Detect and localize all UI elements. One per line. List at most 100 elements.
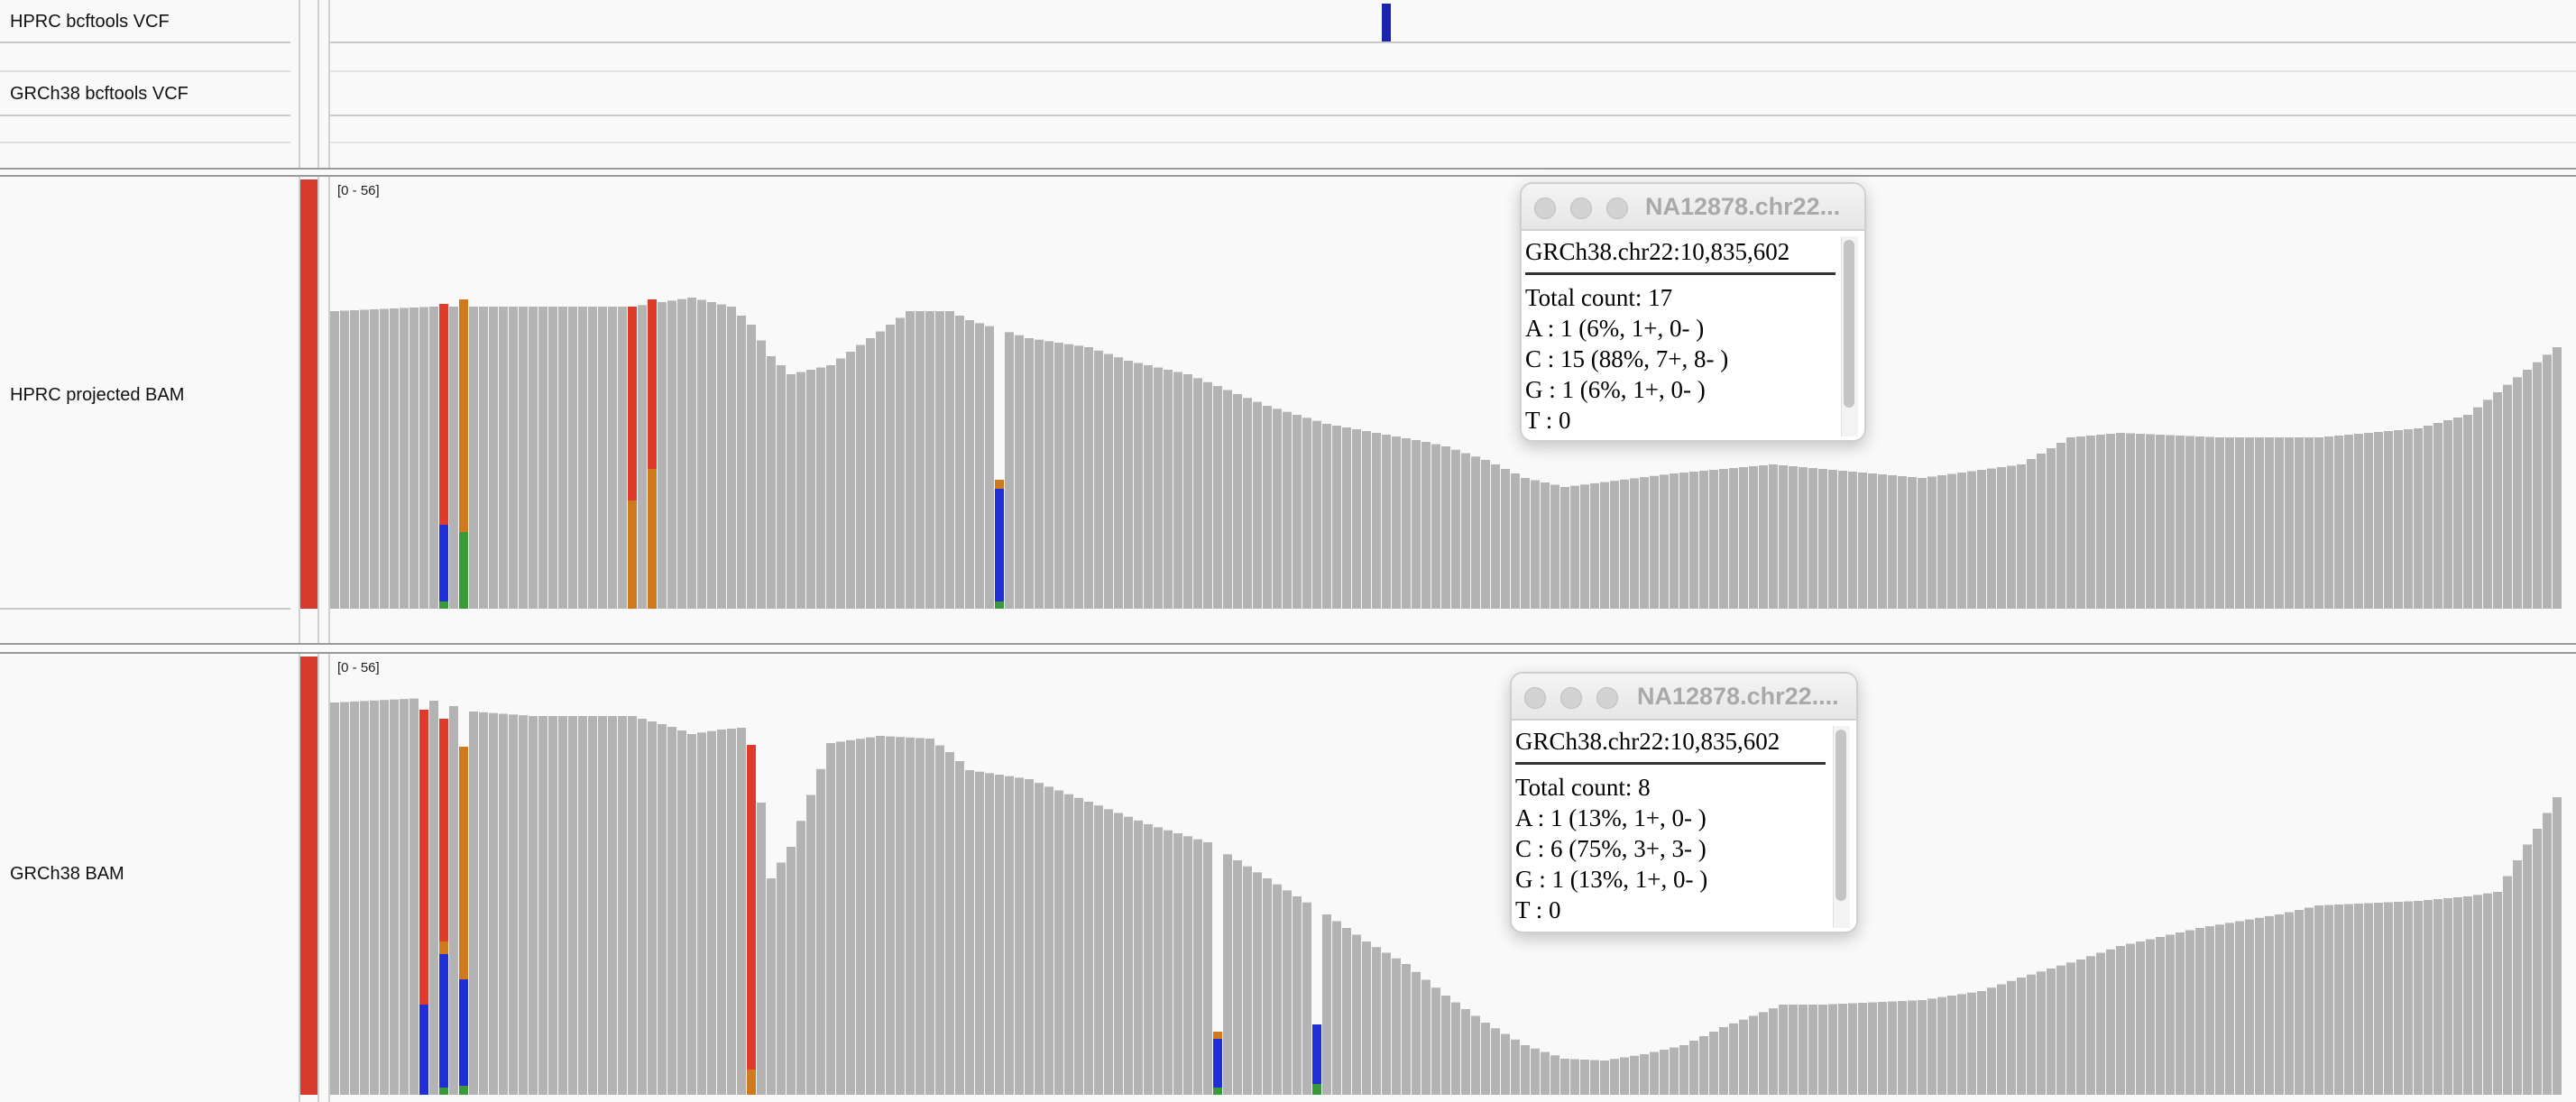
coverage-bar[interactable] <box>2176 436 2185 609</box>
coverage-bar[interactable] <box>995 775 1004 1095</box>
coverage-bar[interactable] <box>2037 971 2046 1095</box>
coverage-mismatch-segment[interactable] <box>995 489 1004 602</box>
coverage-bar[interactable] <box>886 325 895 609</box>
coverage-bar[interactable] <box>2185 931 2194 1096</box>
coverage-bar[interactable] <box>1650 1052 1659 1096</box>
coverage-bar[interactable] <box>1233 860 1242 1095</box>
track-name-hprc-bam[interactable]: HPRC projected BAM <box>10 385 184 406</box>
coverage-bar[interactable] <box>1114 813 1123 1096</box>
coverage-bar[interactable] <box>529 716 538 1095</box>
coverage-bar[interactable] <box>1987 469 1996 610</box>
coverage-bar[interactable] <box>658 302 667 609</box>
coverage-bar[interactable] <box>876 332 885 610</box>
coverage-bar[interactable] <box>2205 437 2214 610</box>
coverage-bar[interactable] <box>1828 470 1837 609</box>
coverage-bar[interactable] <box>1015 335 1024 609</box>
coverage-bar[interactable] <box>1977 470 1986 609</box>
coverage-bar[interactable] <box>409 699 419 1095</box>
coverage-bar[interactable] <box>767 356 776 609</box>
coverage-bar[interactable] <box>1759 1012 1768 1095</box>
coverage-bar[interactable] <box>667 300 676 609</box>
coverage-bar[interactable] <box>1818 469 1827 609</box>
coverage-mismatch-segment[interactable] <box>1213 1039 1222 1088</box>
coverage-bar[interactable] <box>1918 478 1927 609</box>
coverage-bar[interactable] <box>1580 1060 1589 1095</box>
coverage-bar[interactable] <box>1918 1000 1927 1095</box>
coverage-bar[interactable] <box>1858 1003 1867 1095</box>
coverage-bar[interactable] <box>509 714 518 1095</box>
coverage-bar[interactable] <box>499 714 508 1096</box>
coverage-bar[interactable] <box>1382 953 1391 1096</box>
popup-titlebar[interactable]: NA12878.chr22... <box>1522 184 1864 231</box>
coverage-bar[interactable] <box>2096 953 2105 1096</box>
coverage-bar[interactable] <box>1283 890 1292 1095</box>
coverage-bar[interactable] <box>707 731 716 1095</box>
coverage-bar[interactable] <box>2364 433 2373 609</box>
coverage-bar[interactable] <box>866 338 875 609</box>
coverage-bar[interactable] <box>1005 776 1014 1095</box>
coverage-bar[interactable] <box>429 307 438 609</box>
coverage-bar[interactable] <box>2195 928 2204 1095</box>
coverage-bar[interactable] <box>548 307 557 609</box>
coverage-mismatch-segment[interactable] <box>459 747 468 979</box>
coverage-bar[interactable] <box>1789 1005 1798 1095</box>
coverage-bar[interactable] <box>1154 368 1163 610</box>
coverage-bar[interactable] <box>419 308 428 610</box>
coverage-bar[interactable] <box>707 302 716 609</box>
coverage-mismatch-segment[interactable] <box>439 602 448 609</box>
coverage-bar[interactable] <box>1124 817 1133 1095</box>
coverage-bar[interactable] <box>1471 456 1480 609</box>
coverage-bar[interactable] <box>1620 480 1629 609</box>
coverage-bar[interactable] <box>866 738 875 1095</box>
coverage-mismatch-segment[interactable] <box>747 745 756 1070</box>
coverage-bar[interactable] <box>1759 465 1768 609</box>
coverage-bar[interactable] <box>2106 950 2115 1095</box>
coverage-bar[interactable] <box>1580 484 1589 609</box>
coverage-bar[interactable] <box>2047 969 2056 1095</box>
coverage-bar[interactable] <box>1600 1061 1609 1095</box>
coverage-bar[interactable] <box>1104 354 1113 610</box>
coverage-bar[interactable] <box>2334 436 2343 609</box>
coverage-bar[interactable] <box>856 345 865 610</box>
coverage-bar[interactable] <box>2453 418 2462 609</box>
coverage-bar[interactable] <box>2374 432 2383 609</box>
coverage-bar[interactable] <box>737 316 746 609</box>
coverage-bar[interactable] <box>1739 467 1748 609</box>
coverage-bar[interactable] <box>2364 904 2373 1096</box>
coverage-bar[interactable] <box>2443 420 2452 609</box>
coverage-bar[interactable] <box>1908 1001 1917 1096</box>
coverage-bar[interactable] <box>1541 482 1550 609</box>
coverage-bar[interactable] <box>2265 916 2274 1095</box>
coverage-bar[interactable] <box>925 739 934 1095</box>
coverage-bar[interactable] <box>2056 966 2065 1095</box>
coverage-bar[interactable] <box>985 773 994 1095</box>
coverage-bar[interactable] <box>1868 473 1877 609</box>
coverage-bar[interactable] <box>1025 779 1034 1095</box>
variant-marker[interactable] <box>1382 4 1391 41</box>
coverage-bar[interactable] <box>1025 338 1034 609</box>
panel-divider[interactable] <box>0 168 2576 177</box>
coverage-bar[interactable] <box>1689 472 1698 609</box>
coverage-bar[interactable] <box>1501 469 1510 609</box>
coverage-bar[interactable] <box>2483 399 2492 609</box>
coverage-bar[interactable] <box>2513 860 2522 1095</box>
coverage-bar[interactable] <box>2265 437 2274 609</box>
coverage-bar[interactable] <box>896 318 905 610</box>
coverage-bar[interactable] <box>2285 913 2294 1096</box>
coverage-bar[interactable] <box>2384 903 2393 1096</box>
coverage-bar[interactable] <box>1670 1048 1679 1096</box>
coverage-bar[interactable] <box>1154 827 1163 1095</box>
coverage-bar[interactable] <box>1223 390 1232 610</box>
coverage-bar[interactable] <box>1947 996 1956 1095</box>
coverage-bar[interactable] <box>906 311 915 609</box>
coverage-bar[interactable] <box>1362 431 1371 609</box>
coverage-bar[interactable] <box>558 307 567 609</box>
coverage-bar[interactable] <box>2225 923 2234 1095</box>
coverage-bar[interactable] <box>1193 378 1202 609</box>
coverage-bar[interactable] <box>2066 437 2075 609</box>
coverage-bar[interactable] <box>1431 987 1440 1095</box>
coverage-bar[interactable] <box>2334 905 2343 1095</box>
track-name-grch38-vcf[interactable]: GRCh38 bcftools VCF <box>10 84 189 105</box>
coverage-bar[interactable] <box>1263 878 1272 1095</box>
coverage-bar[interactable] <box>2523 370 2532 609</box>
